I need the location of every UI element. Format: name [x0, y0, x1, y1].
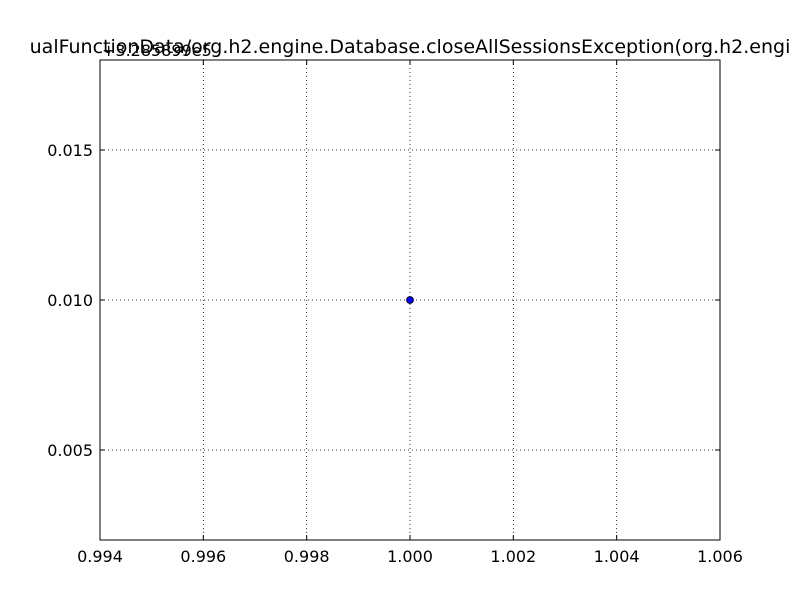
y-tick-label: 0.005	[47, 441, 93, 460]
x-tick-labels: 0.994 0.996 0.998 1.000 1.002 1.004 1.006	[77, 547, 743, 566]
x-tick-label: 1.006	[697, 547, 743, 566]
y-tick-labels: 0.005 0.010 0.015	[47, 141, 93, 460]
y-offset-label: +3.285899e5	[102, 41, 212, 60]
x-tick-label: 1.004	[594, 547, 640, 566]
data-points	[406, 296, 414, 304]
x-tick-label: 0.998	[284, 547, 330, 566]
x-tick-label: 1.000	[387, 547, 433, 566]
x-tick-label: 1.002	[490, 547, 536, 566]
axis-ticks	[99, 60, 721, 540]
scatter-point	[406, 296, 414, 304]
chart-title: ualFunctionData/org.h2.engine.Database.c…	[30, 36, 791, 58]
y-tick-label: 0.015	[47, 141, 93, 160]
y-tick-label: 0.010	[47, 291, 93, 310]
x-tick-label: 0.994	[77, 547, 123, 566]
x-tick-label: 0.996	[180, 547, 226, 566]
